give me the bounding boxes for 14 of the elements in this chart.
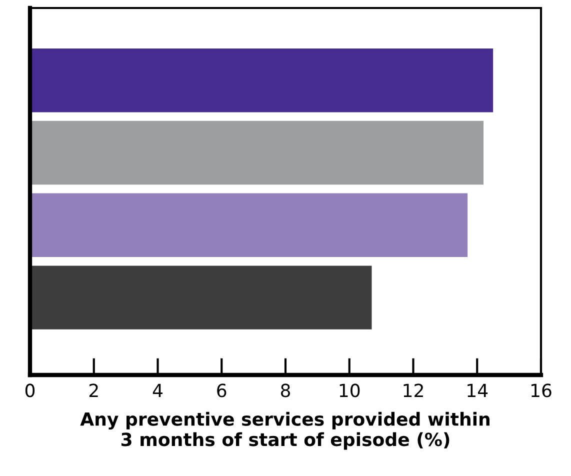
x-tick-label: 12 xyxy=(404,384,423,398)
x-tick-label: 2 xyxy=(89,384,98,398)
x-tick-label: 8 xyxy=(280,384,290,398)
x-tick-label: 6 xyxy=(217,384,226,398)
bar xyxy=(30,266,372,330)
bar xyxy=(30,193,468,258)
x-axis-title: Any preventive services provided within 3 months of start of episode (%) xyxy=(80,412,490,450)
bar xyxy=(30,120,484,185)
x-tick-label: 10 xyxy=(340,384,360,398)
x-tick-label: 14 xyxy=(468,384,488,398)
x-tick-label: 16 xyxy=(531,384,552,398)
bar xyxy=(30,48,494,112)
x-tick-label: 0 xyxy=(25,384,35,398)
x-tick-label: 4 xyxy=(152,384,162,398)
